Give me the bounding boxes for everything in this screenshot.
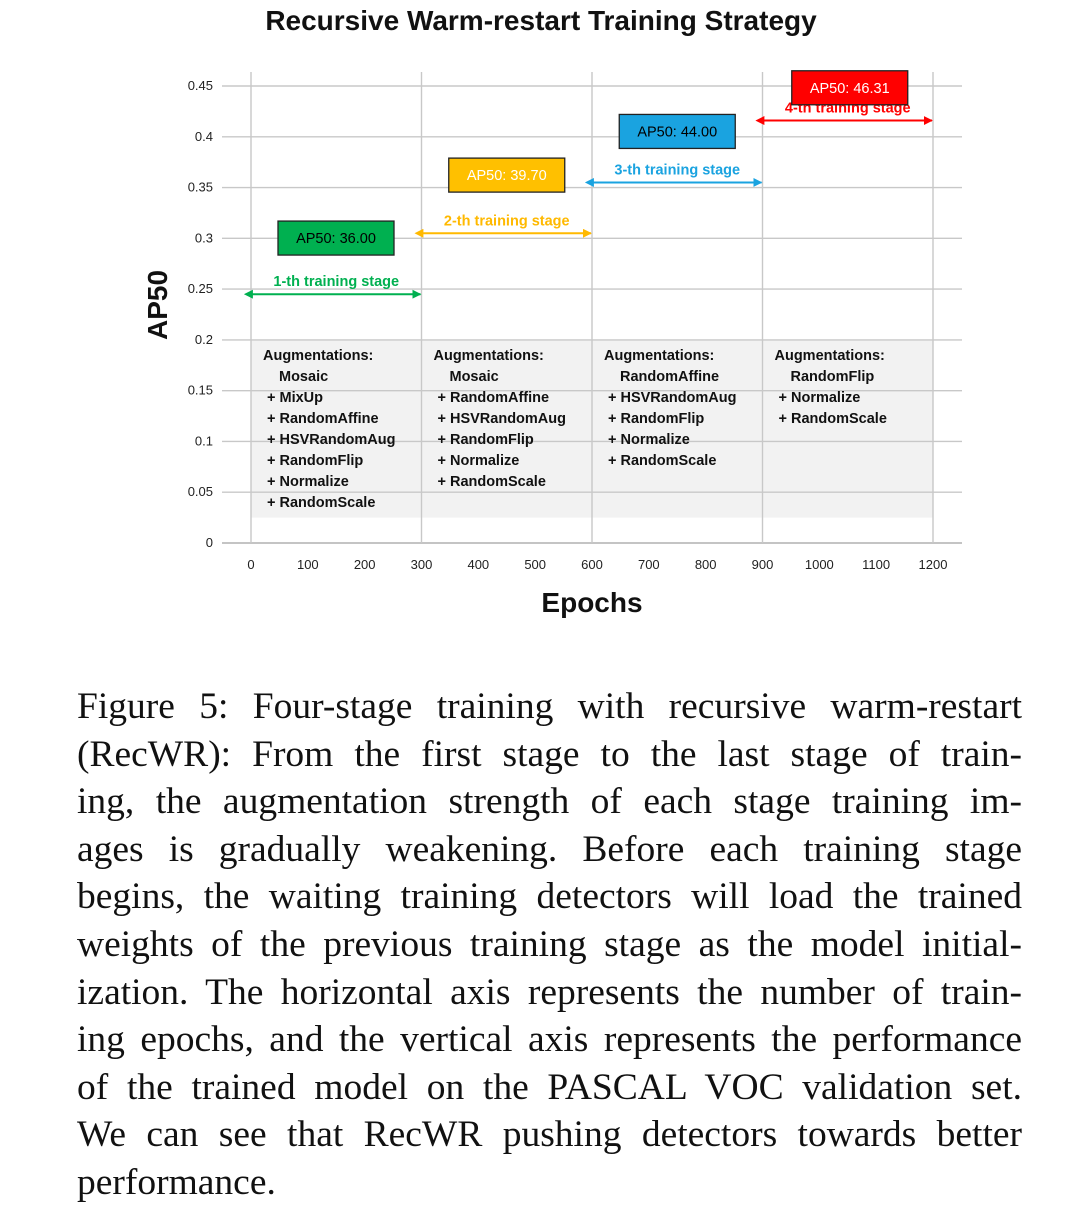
caption-line: ing, the augmentation strength of each s…	[77, 781, 1022, 823]
ap50-value-label: AP50: 44.00	[637, 124, 717, 140]
plot-area: 0 0.05 0.1 0.15 0.2 0.25 0.3 0.35 0.4 0.45 0 100 200…	[188, 70, 962, 572]
augmentation-item: + HSVRandomAug	[608, 390, 737, 406]
ap50-box	[618, 113, 736, 150]
caption-line: begins, the waiting training detectors w…	[77, 876, 1022, 918]
ap50-value-label: AP50: 36.00	[296, 231, 376, 247]
y-tick-label: 0.15	[188, 383, 213, 398]
augmentation-item: RandomAffine	[620, 369, 719, 385]
augmentation-item: + RandomScale	[608, 453, 716, 469]
augmentation-item: + Normalize	[438, 453, 520, 469]
x-tick-label: 600	[581, 557, 603, 572]
x-tick-label: 100	[297, 557, 319, 572]
augmentation-item: + Normalize	[779, 390, 861, 406]
augmentation-item: + MixUp	[267, 390, 323, 406]
y-tick-label: 0.05	[188, 484, 213, 499]
augmentation-heading: Augmentations:	[775, 348, 885, 364]
y-tick-label: 0	[206, 535, 213, 550]
y-tick-label: 0.1	[195, 433, 213, 448]
caption-line: ization. The horizontal axis represents …	[77, 971, 1022, 1013]
stage-label: 3-th training stage	[614, 162, 740, 178]
augmentation-heading: Augmentations:	[604, 348, 714, 364]
training-strategy-chart: Recursive Warm-restart Training Strategy…	[142, 5, 962, 618]
augmentation-item: + RandomScale	[267, 495, 375, 511]
augmentation-item: + HSVRandomAug	[267, 432, 396, 448]
x-tick-label: 800	[695, 557, 717, 572]
caption-line: weights of the previous training stage a…	[77, 923, 1022, 965]
augmentation-item: + RandomAffine	[267, 411, 379, 427]
augmentation-item: + RandomFlip	[267, 453, 363, 469]
x-axis-label: Epochs	[541, 587, 642, 618]
augmentation-item: RandomFlip	[791, 369, 875, 385]
y-tick-label: 0.4	[195, 129, 213, 144]
ap50-value-label: AP50: 46.31	[810, 81, 890, 97]
x-tick-label: 500	[524, 557, 546, 572]
chart-title: Recursive Warm-restart Training Strategy	[265, 5, 817, 36]
x-tick-label: 0	[247, 557, 254, 572]
stage-label: 1-th training stage	[273, 274, 399, 290]
y-tick-label: 0.45	[188, 78, 213, 93]
augmentation-item: Mosaic	[450, 369, 499, 385]
caption-line: ing epochs, and the vertical axis repres…	[77, 1019, 1022, 1061]
y-axis-label: AP50	[142, 270, 173, 340]
x-tick-label: 1000	[805, 557, 834, 572]
caption-line: Figure 5: Four-stage training with recur…	[77, 686, 1022, 727]
y-tick-label: 0.35	[188, 180, 213, 195]
augmentation-item: + RandomFlip	[438, 432, 534, 448]
x-tick-label: 400	[467, 557, 489, 572]
ap50-box	[277, 220, 395, 256]
caption-line: performance.	[77, 1161, 276, 1203]
caption-line: of the trained model on the PASCAL VOC v…	[77, 1066, 1022, 1108]
y-tick-label: 0.25	[188, 281, 213, 296]
augmentation-item: + RandomScale	[438, 474, 546, 490]
augmentation-item: + Normalize	[608, 432, 690, 448]
x-tick-label: 700	[638, 557, 660, 572]
figure-caption: Figure 5: Four-stage training with recur…	[77, 683, 1022, 1207]
augmentation-heading: Augmentations:	[434, 348, 544, 364]
augmentation-item: + RandomScale	[779, 411, 887, 427]
ap50-box	[791, 70, 909, 106]
y-tick-label: 0.2	[195, 332, 213, 347]
caption-line: (RecWR): From the first stage to the las…	[77, 733, 1022, 775]
x-tick-label: 1200	[919, 557, 948, 572]
augmentation-item: + Normalize	[267, 474, 349, 490]
x-tick-label: 300	[411, 557, 433, 572]
ap50-box	[448, 157, 566, 193]
x-tick-label: 200	[354, 557, 376, 572]
x-tick-label: 900	[752, 557, 774, 572]
augmentation-item: + RandomAffine	[438, 390, 550, 406]
augmentation-heading: Augmentations:	[263, 348, 373, 364]
caption-line: ages is gradually weakening. Before each…	[77, 828, 1022, 870]
stage-label: 2-th training stage	[444, 213, 570, 229]
augmentation-item: + HSVRandomAug	[438, 411, 567, 427]
y-tick-label: 0.3	[195, 230, 213, 245]
augmentation-item: Mosaic	[279, 369, 328, 385]
x-tick-label: 1100	[862, 557, 890, 572]
caption-line: We can see that RecWR pushing detectors …	[77, 1114, 1022, 1156]
augmentation-item: + RandomFlip	[608, 411, 704, 427]
ap50-value-label: AP50: 39.70	[467, 168, 547, 184]
